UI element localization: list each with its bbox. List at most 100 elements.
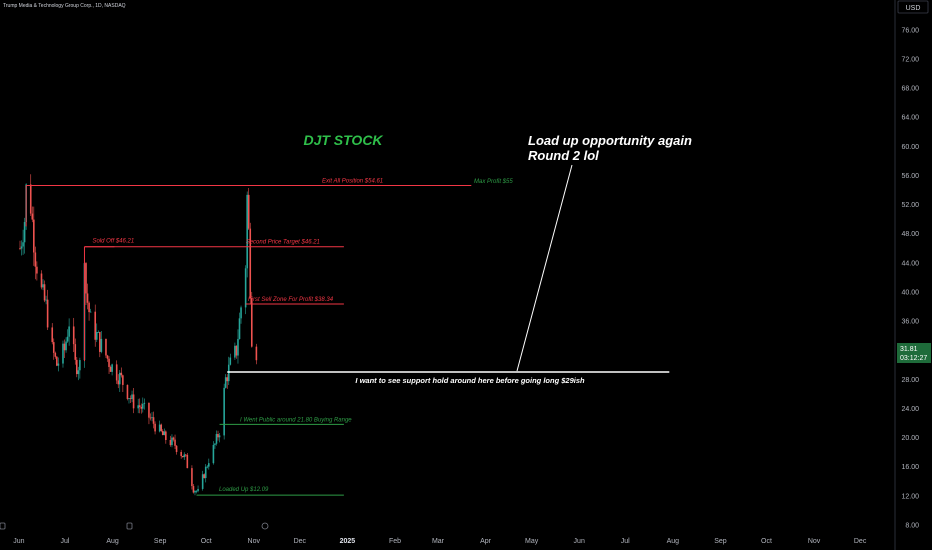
y-tick-label: 40.00 — [901, 289, 919, 296]
candle-body — [63, 343, 66, 351]
candle-body — [208, 463, 210, 467]
x-tick-label: Sep — [714, 538, 727, 545]
candle-body — [20, 246, 23, 249]
candle-body — [137, 405, 139, 409]
candle-body — [148, 402, 150, 418]
x-tick-label: Jul — [621, 538, 630, 545]
candle-body — [36, 266, 38, 274]
candle-body — [46, 299, 49, 328]
candle-body — [223, 387, 225, 436]
candle-body — [171, 437, 173, 446]
candle-body — [31, 213, 34, 220]
candle-body — [109, 366, 112, 372]
candle-body — [118, 372, 121, 385]
callout-line-1: Load up opportunity again — [528, 133, 692, 148]
candle-body — [218, 435, 221, 438]
y-tick-label: 20.00 — [901, 435, 919, 442]
candle-body — [180, 451, 182, 457]
y-tick-label: 60.00 — [901, 144, 919, 151]
x-tick-label: May — [525, 538, 539, 545]
candle-body — [240, 307, 242, 319]
candle-body — [66, 336, 69, 342]
candle-body — [97, 331, 100, 333]
candle-body — [77, 370, 80, 375]
candle-body — [29, 184, 32, 214]
candle-body — [226, 377, 229, 382]
x-tick-label: Jul — [61, 538, 70, 545]
level-label: Exit All Position $54.61 — [322, 179, 383, 185]
candle-body — [212, 444, 215, 464]
y-tick-label: 52.00 — [901, 202, 919, 209]
currency-button[interactable] — [897, 0, 929, 14]
y-tick-label: 16.00 — [901, 464, 919, 471]
y-tick-label: 68.00 — [901, 86, 919, 93]
candle-body — [34, 252, 37, 267]
candle-body — [204, 466, 207, 478]
candle-body — [108, 358, 110, 367]
candle-body — [152, 417, 155, 424]
candle-body — [186, 454, 189, 469]
symbol-header[interactable]: Trump Media & Technology Group Corp., 1D… — [3, 3, 126, 9]
candle-body — [201, 474, 204, 489]
candle-body — [194, 490, 196, 493]
x-tick-label: Jun — [13, 538, 24, 545]
candle-body — [237, 339, 239, 356]
y-tick-label: 64.00 — [901, 115, 919, 122]
candle-body — [131, 394, 133, 400]
candle-body — [229, 357, 232, 365]
candle-body — [217, 433, 219, 438]
candle-body — [250, 298, 253, 347]
candle-body — [238, 318, 241, 340]
candle-body — [224, 377, 227, 388]
candle-body — [206, 466, 209, 468]
candle-body — [174, 439, 176, 446]
x-tick-label: Jun — [574, 538, 585, 545]
y-tick-label: 28.00 — [901, 377, 919, 384]
candle-body — [181, 456, 184, 458]
event-marker-icon[interactable] — [0, 522, 6, 530]
x-tick-label: Mar — [432, 538, 445, 545]
candle-body — [85, 263, 87, 294]
candle-body — [68, 326, 70, 337]
candle-body — [105, 338, 107, 356]
level-label: I want to see support hold around here b… — [355, 376, 585, 385]
candle-body — [111, 364, 113, 372]
candle-body — [172, 437, 175, 440]
candle-body — [246, 194, 248, 269]
candle-body — [169, 440, 172, 446]
candle-body — [88, 302, 90, 313]
candle-body — [94, 311, 97, 340]
x-tick-label: Dec — [294, 538, 307, 545]
candle-body — [89, 311, 92, 313]
candle-body — [215, 433, 218, 444]
y-tick-label: 8.00 — [905, 522, 919, 529]
candle-body — [191, 468, 193, 487]
x-tick-label: Oct — [201, 538, 212, 545]
candle-body — [52, 342, 55, 353]
candle-body — [86, 293, 89, 303]
candle-body — [183, 454, 186, 458]
candle-body — [158, 424, 161, 432]
price-axis[interactable]: 76.00 72.00 68.00 64.00 60.00 56.00 52.00 48.00… — [901, 27, 919, 529]
candle-body — [57, 363, 60, 366]
candle-body — [72, 326, 75, 345]
candle-body — [165, 431, 167, 441]
level-label: I Went Public around 21.80 Buying Range — [240, 417, 352, 423]
timeline-markers — [0, 522, 269, 530]
candle-body — [247, 194, 250, 229]
candle-body — [100, 338, 103, 352]
candle-body — [45, 299, 47, 301]
event-marker-icon[interactable] — [126, 522, 133, 530]
candle-body — [234, 345, 236, 358]
candle-body — [142, 403, 144, 409]
candle-body — [195, 490, 198, 492]
dividend-marker-icon[interactable] — [261, 522, 269, 530]
bar-countdown: 03:12:27 — [900, 355, 927, 362]
time-axis[interactable]: Jun Jul Aug Sep Oct Nov Dec 2025 Feb Mar Apr May Jun… — [13, 538, 867, 545]
candle-body — [22, 242, 24, 247]
x-tick-label: Dec — [854, 538, 867, 545]
candle-body — [106, 355, 109, 359]
candle-body — [143, 402, 146, 404]
y-tick-label: 36.00 — [901, 319, 919, 326]
